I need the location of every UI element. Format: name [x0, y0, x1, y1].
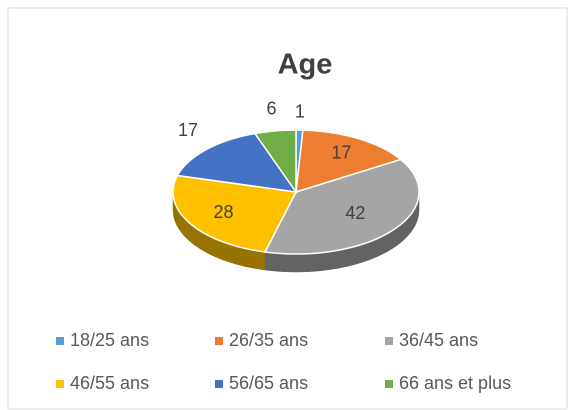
data-label: 17 [178, 120, 198, 140]
pie-slice [253, 129, 297, 195]
data-label: 1 [295, 101, 305, 121]
legend-swatch [385, 337, 393, 345]
pie-slice [176, 132, 298, 193]
legend-label: 18/25 ans [70, 330, 149, 350]
legend-label: 56/65 ans [229, 373, 308, 393]
data-label: 6 [266, 99, 276, 119]
legend-label: 26/35 ans [229, 330, 308, 350]
legend-label: 36/45 ans [399, 330, 478, 350]
data-label: 17 [331, 142, 351, 162]
pie-slice [295, 129, 403, 194]
legend-swatch [56, 337, 64, 345]
chart-title: Age [278, 49, 333, 81]
legend-label: 46/55 ans [70, 373, 149, 393]
legend-swatch [56, 380, 64, 388]
legend-swatch [385, 380, 393, 388]
pie-slice [263, 158, 420, 255]
legend-swatch [215, 380, 223, 388]
legend-swatch [215, 337, 223, 345]
legend-label: 66 ans et plus [399, 373, 511, 393]
data-label: 28 [214, 202, 234, 222]
data-label: 42 [345, 203, 365, 223]
pie-slice [172, 174, 298, 253]
